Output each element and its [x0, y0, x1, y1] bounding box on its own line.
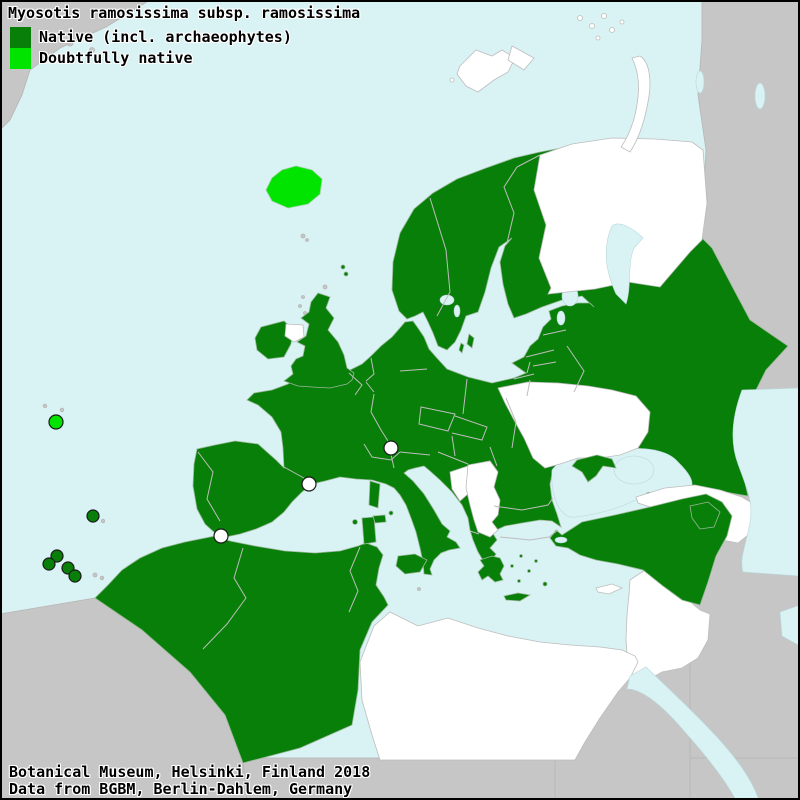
canary-islet — [99, 575, 105, 581]
region-sardinia — [361, 516, 377, 545]
region-sicily — [395, 553, 428, 575]
region-serbia-macedonia — [465, 460, 501, 538]
lake-vattern — [453, 304, 461, 318]
faroe-islands — [300, 233, 306, 239]
arctic-inlet — [695, 70, 705, 94]
region-turkey — [549, 493, 733, 606]
marker-andorra-absent — [301, 476, 317, 492]
faroe-islands — [305, 238, 309, 242]
marker-canary-native — [68, 569, 82, 583]
native-overlays — [477, 454, 733, 606]
malta — [417, 587, 421, 591]
marker-canary-native — [42, 557, 56, 571]
arctic-inlet — [754, 82, 766, 110]
region-iceland — [265, 165, 323, 209]
region-gotland — [466, 333, 475, 349]
aegean-island — [534, 559, 538, 563]
menorca — [388, 510, 394, 516]
region-greenland — [0, 0, 151, 131]
franz-josef-land — [589, 23, 595, 29]
caspian-sea — [732, 387, 800, 577]
region-ukraine — [497, 381, 651, 469]
region-crete — [503, 592, 532, 602]
sea-of-marmara — [554, 536, 568, 544]
region-northern-russia — [533, 137, 708, 295]
canary-islet — [92, 572, 98, 578]
orkney — [322, 284, 328, 290]
lake-vanern — [439, 294, 455, 306]
aegean-island — [519, 554, 523, 558]
franz-josef-land — [595, 35, 601, 41]
legend-item-doubtfully-native: Doubtfully native — [10, 48, 193, 69]
rhodes — [542, 581, 548, 587]
svalbard-islet — [449, 77, 455, 83]
region-libya-egypt — [359, 611, 639, 761]
marker-canary-native — [50, 549, 64, 563]
doubtfully-native-color-swatch — [10, 48, 31, 69]
region-crimea — [571, 454, 617, 483]
region-cyprus — [595, 583, 624, 595]
lake-peipus — [556, 310, 566, 326]
sea-of-azov — [613, 455, 655, 485]
azores-islet — [42, 403, 48, 409]
legend-item-native: Native (incl. archaeophytes) — [10, 27, 292, 48]
hebrides — [301, 295, 305, 299]
aegean-island — [517, 579, 521, 583]
greenland-islet — [89, 47, 95, 53]
region-oland — [458, 342, 465, 354]
region-corsica — [368, 480, 381, 509]
region-armenia — [689, 501, 721, 530]
hebrides — [298, 304, 302, 308]
franz-josef-land — [577, 15, 583, 21]
region-northern-ireland — [284, 323, 305, 343]
region-peloponnese — [477, 555, 505, 583]
ibiza — [352, 519, 358, 525]
region-mallorca — [372, 514, 387, 524]
region-svalbard — [456, 49, 516, 93]
southern-water-overlays — [613, 387, 800, 800]
red-sea — [626, 666, 760, 800]
hebrides — [303, 311, 307, 315]
legend-label-doubtfully-native: Doubtfully native — [39, 49, 193, 67]
marker-liechtenstein-absent — [383, 440, 399, 456]
country-borders — [197, 154, 585, 650]
region-great-britain — [283, 292, 355, 389]
region-svalbard-ne — [507, 45, 535, 71]
attribution-line-1: Botanical Museum, Helsinki, Finland 2018 — [9, 763, 371, 781]
marker-gibraltar-absent — [213, 528, 229, 544]
shetland — [340, 264, 346, 270]
legend-label-native: Native (incl. archaeophytes) — [39, 28, 292, 46]
marker-madeira-native — [86, 509, 100, 523]
map-title: Myosotis ramosissima subsp. ramosissima — [8, 4, 361, 22]
aegean-island — [510, 564, 514, 568]
aegean-island — [527, 569, 531, 573]
greenland-islet — [66, 39, 74, 47]
region-novaya-zemlya — [620, 55, 651, 153]
madeira-islet — [100, 518, 106, 524]
franz-josef-land — [601, 13, 607, 19]
region-northwest-africa — [94, 535, 389, 764]
persian-gulf — [779, 604, 800, 647]
franz-josef-land — [619, 19, 625, 25]
attribution-line-2: Data from BGBM, Berlin-Dahlem, Germany — [9, 780, 353, 798]
native-color-swatch — [10, 27, 31, 48]
marker-azores-doubtfully-native — [48, 414, 64, 430]
shetland — [343, 271, 349, 277]
white-sea — [605, 223, 644, 305]
azores-islet — [59, 407, 65, 413]
point-markers — [42, 414, 399, 583]
franz-josef-land — [609, 27, 615, 33]
